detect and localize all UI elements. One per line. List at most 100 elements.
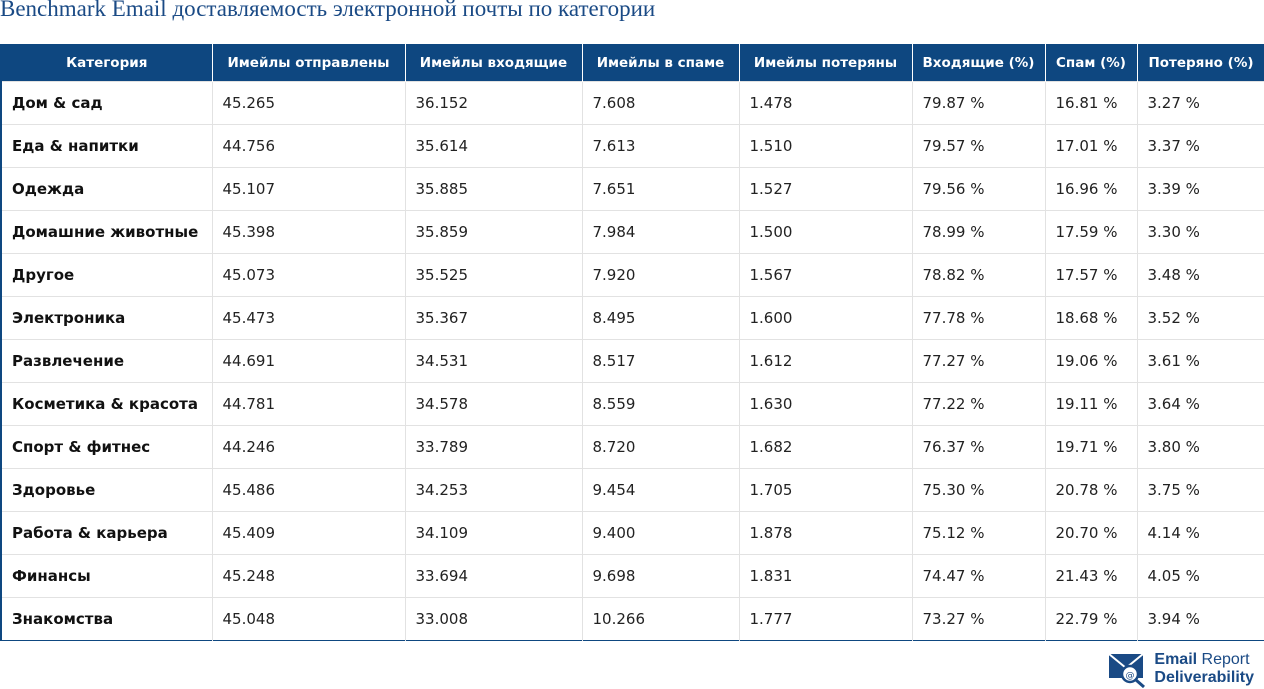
table-cell: Здоровье bbox=[0, 468, 212, 512]
table-cell: 17.59 % bbox=[1044, 210, 1137, 254]
table-cell: 9.698 bbox=[581, 554, 739, 598]
table-cell: 22.79 % bbox=[1044, 597, 1137, 641]
table-cell: 35.525 bbox=[404, 253, 582, 297]
table-row: Работа & карьера 45.409 34.109 9.400 1.878 75… bbox=[0, 511, 1264, 555]
table-cell: 3.64 % bbox=[1136, 382, 1264, 426]
table-cell: 3.27 % bbox=[1136, 81, 1264, 125]
table-cell: 78.99 % bbox=[911, 210, 1045, 254]
table-row: Электроника 45.473 35.367 8.495 1.600 77.78 %… bbox=[0, 296, 1264, 340]
table-cell: 35.614 bbox=[404, 124, 582, 168]
table-cell: 1.510 bbox=[738, 124, 912, 168]
table-cell: 9.400 bbox=[581, 511, 739, 555]
table-row: Домашние животные 45.398 35.859 7.984 1.500 7… bbox=[0, 210, 1264, 254]
table-cell: 73.27 % bbox=[911, 597, 1045, 641]
svg-text:@: @ bbox=[1126, 671, 1135, 681]
table-cell: 45.107 bbox=[211, 167, 405, 211]
table-cell: 33.694 bbox=[404, 554, 582, 598]
table-cell: 19.71 % bbox=[1044, 425, 1137, 469]
table-row: Дом & сад 45.265 36.152 7.608 1.478 79.87 % 16… bbox=[0, 81, 1264, 125]
table-cell: 3.75 % bbox=[1136, 468, 1264, 512]
table-cell: Знакомства bbox=[0, 597, 212, 641]
table-body: Дом & сад 45.265 36.152 7.608 1.478 79.87 % 16… bbox=[0, 81, 1264, 641]
table-cell: Финансы bbox=[0, 554, 212, 598]
table-cell: 17.01 % bbox=[1044, 124, 1137, 168]
column-header: Потеряно (%) bbox=[1136, 44, 1264, 82]
table-cell: 3.80 % bbox=[1136, 425, 1264, 469]
table-row: Спорт & фитнес 44.246 33.789 8.720 1.682 76.3… bbox=[0, 425, 1264, 469]
table-cell: 45.409 bbox=[211, 511, 405, 555]
table-row: Косметика & красота 44.781 34.578 8.559 1.63… bbox=[0, 382, 1264, 426]
table-cell: 1.600 bbox=[738, 296, 912, 340]
table-cell: Развлечение bbox=[0, 339, 212, 383]
header-row: Категория Имейлы отправлены Имейлы входящи… bbox=[0, 44, 1264, 82]
table-cell: 16.96 % bbox=[1044, 167, 1137, 211]
table-cell: 35.367 bbox=[404, 296, 582, 340]
table-cell: 76.37 % bbox=[911, 425, 1045, 469]
table-cell: 1.567 bbox=[738, 253, 912, 297]
table-cell: 44.691 bbox=[211, 339, 405, 383]
table-cell: 21.43 % bbox=[1044, 554, 1137, 598]
table-cell: 7.608 bbox=[581, 81, 739, 125]
table-row: Другое 45.073 35.525 7.920 1.567 78.82 % 17.57… bbox=[0, 253, 1264, 297]
table-cell: 44.246 bbox=[211, 425, 405, 469]
column-header: Имейлы в спаме bbox=[581, 44, 739, 82]
table-cell: Работа & карьера bbox=[0, 511, 212, 555]
table-cell: Дом & сад bbox=[0, 81, 212, 125]
logo-word: Report bbox=[1201, 651, 1250, 668]
table-cell: 17.57 % bbox=[1044, 253, 1137, 297]
table-cell: 7.651 bbox=[581, 167, 739, 211]
logo-word: Email bbox=[1154, 651, 1198, 668]
table-row: Еда & напитки 44.756 35.614 7.613 1.510 79.57… bbox=[0, 124, 1264, 168]
table-cell: 44.781 bbox=[211, 382, 405, 426]
table-cell: 45.473 bbox=[211, 296, 405, 340]
table-cell: 18.68 % bbox=[1044, 296, 1137, 340]
table-cell: 34.109 bbox=[404, 511, 582, 555]
column-header: Входящие (%) bbox=[911, 44, 1045, 82]
table-cell: 44.756 bbox=[211, 124, 405, 168]
logo: @ Email Report Deliverability bbox=[1108, 650, 1254, 688]
table-cell: 8.559 bbox=[581, 382, 739, 426]
logo-word: Deliverability bbox=[1154, 669, 1254, 686]
table-cell: 74.47 % bbox=[911, 554, 1045, 598]
table-cell: 7.613 bbox=[581, 124, 739, 168]
table-cell: 77.78 % bbox=[911, 296, 1045, 340]
table-cell: 77.22 % bbox=[911, 382, 1045, 426]
table-cell: 10.266 bbox=[581, 597, 739, 641]
table-cell: 34.531 bbox=[404, 339, 582, 383]
table-cell: 7.984 bbox=[581, 210, 739, 254]
table-cell: 1.630 bbox=[738, 382, 912, 426]
table-cell: 8.517 bbox=[581, 339, 739, 383]
table-row: Здоровье 45.486 34.253 9.454 1.705 75.30 % 20.… bbox=[0, 468, 1264, 512]
table-cell: 1.705 bbox=[738, 468, 912, 512]
column-header: Спам (%) bbox=[1044, 44, 1137, 82]
table-cell: 36.152 bbox=[404, 81, 582, 125]
table-cell: Электроника bbox=[0, 296, 212, 340]
table-cell: 4.05 % bbox=[1136, 554, 1264, 598]
table-cell: 20.70 % bbox=[1044, 511, 1137, 555]
table-cell: 19.06 % bbox=[1044, 339, 1137, 383]
table-cell: Спорт & фитнес bbox=[0, 425, 212, 469]
table-cell: Домашние животные bbox=[0, 210, 212, 254]
table-cell: 1.500 bbox=[738, 210, 912, 254]
logo-text: Email Report Deliverability bbox=[1154, 651, 1254, 687]
table-cell: 45.073 bbox=[211, 253, 405, 297]
table-cell: 79.87 % bbox=[911, 81, 1045, 125]
table-cell: 35.859 bbox=[404, 210, 582, 254]
table-cell: Косметика & красота bbox=[0, 382, 212, 426]
table-cell: Одежда bbox=[0, 167, 212, 211]
table-cell: 45.486 bbox=[211, 468, 405, 512]
table-row: Одежда 45.107 35.885 7.651 1.527 79.56 % 16.96… bbox=[0, 167, 1264, 211]
table-cell: 45.248 bbox=[211, 554, 405, 598]
data-table: Категория Имейлы отправлены Имейлы входящи… bbox=[0, 44, 1264, 641]
table-cell: 79.57 % bbox=[911, 124, 1045, 168]
table-cell: 45.265 bbox=[211, 81, 405, 125]
table-cell: 33.789 bbox=[404, 425, 582, 469]
table-cell: 1.478 bbox=[738, 81, 912, 125]
column-header: Имейлы потеряны bbox=[738, 44, 912, 82]
table-cell: 3.39 % bbox=[1136, 167, 1264, 211]
table-cell: 35.885 bbox=[404, 167, 582, 211]
table-cell: 20.78 % bbox=[1044, 468, 1137, 512]
table-cell: 3.48 % bbox=[1136, 253, 1264, 297]
table-cell: 8.720 bbox=[581, 425, 739, 469]
table-cell: 34.578 bbox=[404, 382, 582, 426]
